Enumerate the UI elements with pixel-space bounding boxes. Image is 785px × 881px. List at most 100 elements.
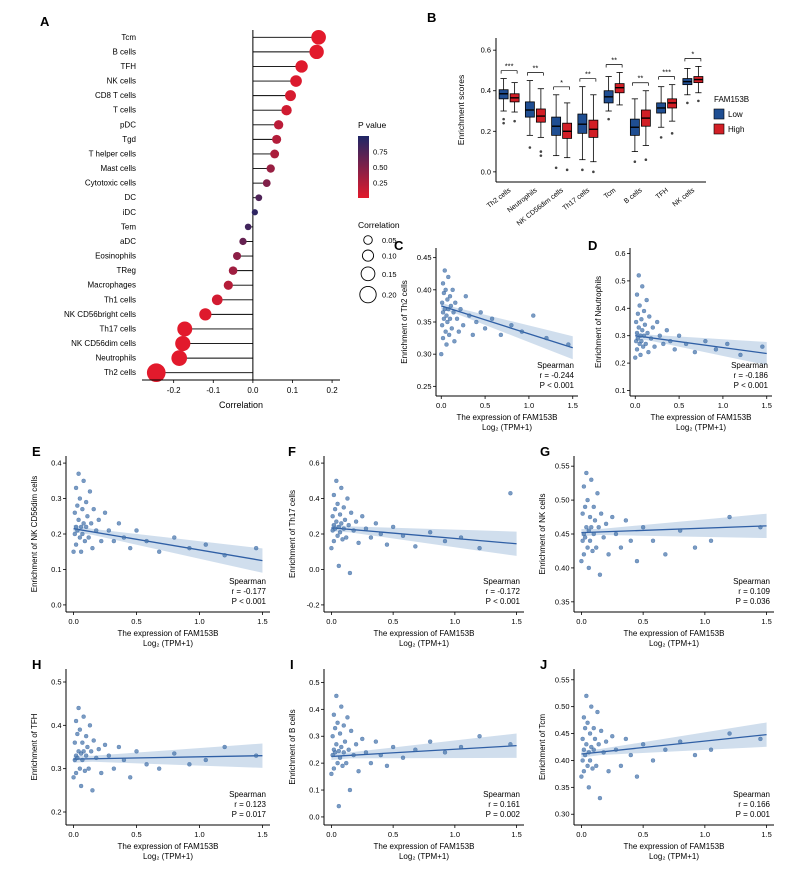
stat-text: P = 0.017 [232,810,267,819]
cell-type-label: Neutrophils [96,354,136,363]
lollipop-dot [228,266,238,275]
cell-type-label: Mast cells [100,164,136,173]
y-axis-label: Enrichment of Tcm [538,714,547,780]
significance-stars: * [691,49,694,58]
svg-text:Low: Low [728,110,743,119]
lollipop-dot [146,363,166,383]
svg-text:0.40: 0.40 [555,756,570,765]
svg-text:0.3: 0.3 [51,494,61,503]
svg-text:1.5: 1.5 [511,617,521,626]
svg-text:0.4: 0.4 [309,494,319,503]
svg-text:0.5: 0.5 [309,678,319,687]
stat-text: Spearman [733,790,770,799]
svg-text:-0.2: -0.2 [167,386,181,395]
stat-text: P < 0.001 [734,381,769,390]
stat-text: r = -0.244 [540,371,575,380]
panel-f-scatter: 0.0 0.5 1.0 1.5 -0.2 0.0 0.2 0.4 0.6 Spearman r = … [286,448,532,654]
panel-j-scatter: 0.0 0.5 1.0 1.5 0.30 0.35 0.40 0.45 0.50 0.55 Spea… [536,661,782,867]
scatter-points [579,470,763,577]
trend-line [581,733,767,755]
scatter-points [329,693,513,809]
svg-text:0.5: 0.5 [131,830,141,839]
stat-text: r = 0.109 [738,587,770,596]
svg-text:1.5: 1.5 [761,830,771,839]
confidence-band [331,524,517,556]
svg-text:0.4: 0.4 [615,304,625,313]
svg-text:0.0: 0.0 [481,167,491,176]
stat-text: P = 0.001 [736,810,771,819]
cell-type-label: Cytotoxic cells [85,179,136,188]
svg-text:0.1: 0.1 [287,386,299,395]
svg-text:0.45: 0.45 [555,530,570,539]
svg-text:0.40: 0.40 [417,285,432,294]
svg-text:0.15: 0.15 [382,270,397,279]
lollipop-dot [199,308,212,321]
box-category-label: NK cells [672,187,697,209]
lollipop-dot [211,294,223,306]
svg-text:1.0: 1.0 [524,401,534,410]
svg-text:0.2: 0.2 [309,530,319,539]
svg-text:0.0: 0.0 [576,617,586,626]
svg-text:0.50: 0.50 [555,702,570,711]
panel-g-scatter: 0.0 0.5 1.0 1.5 0.35 0.40 0.45 0.50 0.55 Spearman… [536,448,782,654]
x-axis-label-1: The expression of FAM153B [374,629,475,638]
size-legend-circle [363,235,373,245]
panel-h-scatter: 0.0 0.5 1.0 1.5 0.2 0.3 0.4 0.5 Spearman r = 0.12… [28,661,278,867]
box-category-label: B cells [623,187,644,206]
svg-text:1.5: 1.5 [257,617,267,626]
svg-text:0.2: 0.2 [615,359,625,368]
y-axis-label: Enrichment of TFH [30,713,39,780]
lollipop-dot [272,134,282,144]
stat-text: Spearman [483,577,520,586]
svg-text:0.45: 0.45 [417,253,432,262]
lollipop-dot [273,120,284,130]
cell-type-label: Th2 cells [104,368,136,377]
x-axis-label-1: The expression of FAM153B [624,842,725,851]
trend-line [441,305,573,349]
lollipop-dot [309,44,324,60]
panel-c-scatter: 0.0 0.5 1.0 1.5 0.25 0.30 0.35 0.40 0.45 Spearman… [398,240,586,438]
size-legend-circle [361,249,375,262]
svg-text:1.5: 1.5 [511,830,521,839]
scatter-chart-bcells: 0.0 0.5 1.0 1.5 0.0 0.1 0.2 0.3 0.4 0.5 Spearmanr … [288,669,524,861]
svg-text:1.5: 1.5 [257,830,267,839]
scatter-chart-tcm: 0.0 0.5 1.0 1.5 0.30 0.35 0.40 0.45 0.50 0.55 Spea… [538,669,774,861]
significance-stars: *** [662,68,671,77]
lollipop-dot [290,75,302,87]
svg-text:0.3: 0.3 [615,331,625,340]
size-legend-circle [359,285,377,304]
cell-type-label: iDC [123,208,137,217]
lollipop-dot [266,164,275,173]
stat-text: r = 0.161 [488,800,520,809]
svg-text:0.1: 0.1 [615,386,625,395]
x-axis-label-2: Log₂ (TPM+1) [649,639,699,648]
svg-text:0.0: 0.0 [51,600,61,609]
significance-stars: ** [611,55,617,64]
box-category-label: Th17 cells [562,187,592,212]
lollipop-dot [255,194,263,202]
scatter-chart-th2: 0.0 0.5 1.0 1.5 0.25 0.30 0.35 0.40 0.45 Spearman… [400,248,578,432]
svg-text:0.5: 0.5 [388,617,398,626]
svg-text:1.5: 1.5 [568,401,578,410]
svg-text:0.2: 0.2 [51,808,61,817]
svg-text:0.2: 0.2 [309,759,319,768]
panel-label-f: F [288,444,296,459]
pvalue-gradient-bar [358,136,369,198]
lollipop-dot [244,223,252,231]
svg-text:1.0: 1.0 [194,617,204,626]
x-axis-label-1: The expression of FAM153B [651,413,752,422]
svg-text:0.2: 0.2 [481,127,491,136]
lollipop-chart: Tcm B cells TFH NK cells CD8 T cells T cells p… [64,29,400,410]
significance-stars: ** [637,74,643,83]
panel-label-j: J [540,657,548,672]
box-category-label: NK CD56dim cells [516,187,565,228]
legend-title: FAM153B [714,95,749,104]
lollipop-dot [285,90,296,102]
scatter-points [579,693,763,801]
confidence-band [73,525,263,573]
x-axis-label-1: The expression of FAM153B [118,842,219,851]
svg-text:0.0: 0.0 [68,617,78,626]
